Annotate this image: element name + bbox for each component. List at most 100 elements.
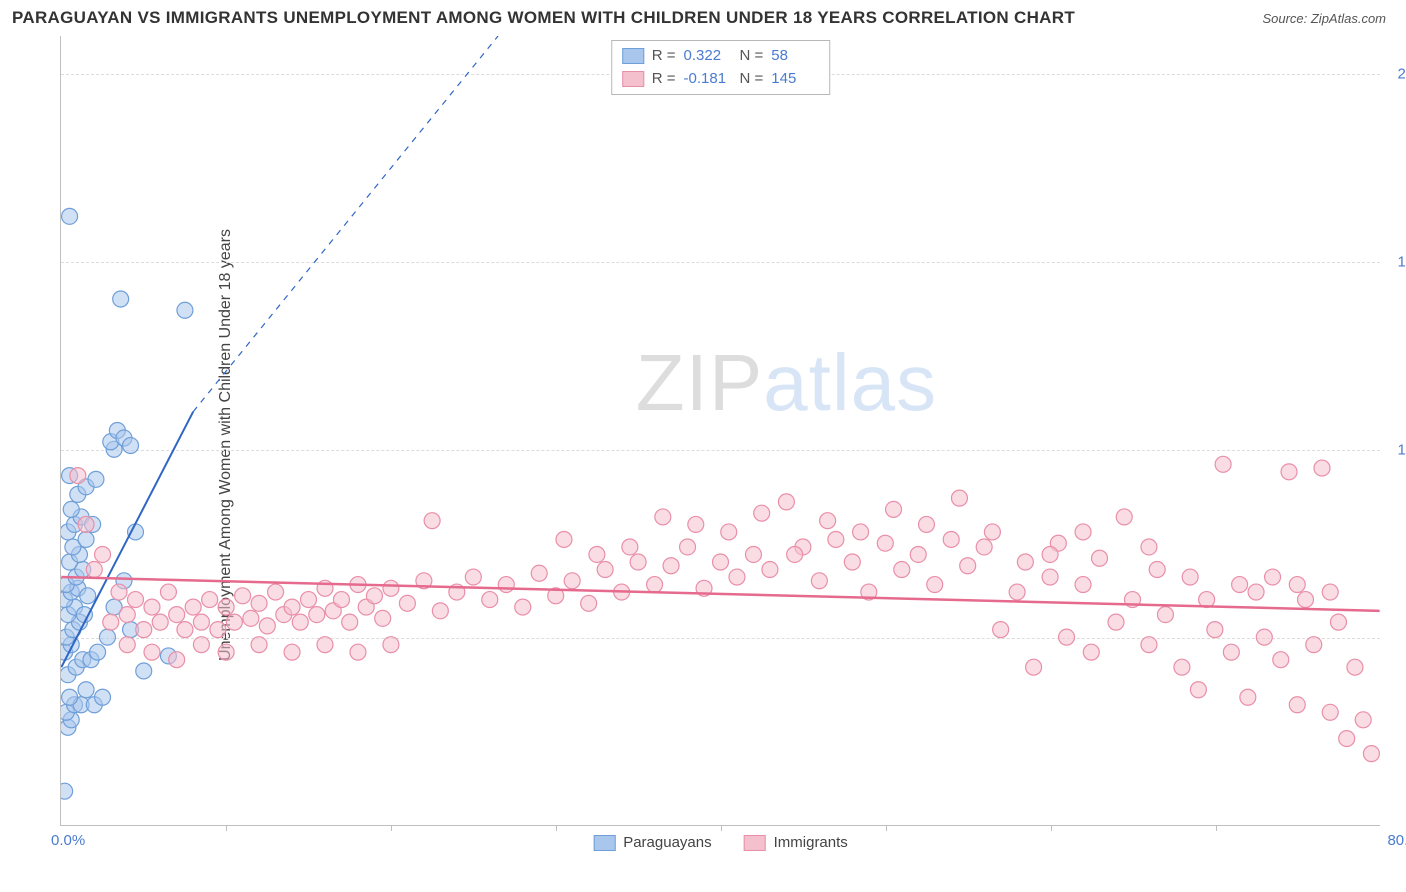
scatter-point — [366, 588, 382, 604]
y-tick-label: 5.0% — [1385, 629, 1406, 646]
scatter-point — [1026, 659, 1042, 675]
scatter-point — [317, 637, 333, 653]
scatter-point — [820, 513, 836, 529]
scatter-point — [62, 689, 78, 705]
scatter-point — [152, 614, 168, 630]
swatch-paraguayans — [622, 48, 644, 64]
scatter-point — [78, 516, 94, 532]
scatter-point — [218, 599, 234, 615]
scatter-point — [1042, 546, 1058, 562]
scatter-point — [1092, 550, 1108, 566]
plot-wrap: Unemployment Among Women with Children U… — [50, 36, 1390, 854]
title-bar: PARAGUAYAN VS IMMIGRANTS UNEMPLOYMENT AM… — [0, 0, 1406, 32]
scatter-point — [1273, 652, 1289, 668]
stat-r-1: -0.181 — [684, 68, 732, 91]
scatter-point — [1314, 460, 1330, 476]
scatter-point — [663, 558, 679, 574]
scatter-point — [1075, 577, 1091, 593]
scatter-point — [1265, 569, 1281, 585]
scatter-point — [910, 546, 926, 562]
source-label: Source: ZipAtlas.com — [1262, 11, 1386, 26]
scatter-point — [1322, 584, 1338, 600]
scatter-point — [128, 592, 144, 608]
scatter-point — [136, 663, 152, 679]
scatter-point — [218, 644, 234, 660]
scatter-point — [1298, 592, 1314, 608]
scatter-point — [1256, 629, 1272, 645]
scatter-point — [88, 471, 104, 487]
x-tick — [886, 825, 887, 831]
scatter-point — [1232, 577, 1248, 593]
scatter-point — [383, 580, 399, 596]
x-tick — [1051, 825, 1052, 831]
swatch-immigrants — [744, 835, 766, 851]
scatter-point — [1223, 644, 1239, 660]
scatter-point — [1289, 577, 1305, 593]
scatter-point — [1190, 682, 1206, 698]
scatter-point — [103, 614, 119, 630]
scatter-point — [1339, 731, 1355, 747]
scatter-point — [1330, 614, 1346, 630]
scatter-point — [688, 516, 704, 532]
scatter-point — [630, 554, 646, 570]
scatter-point — [754, 505, 770, 521]
scatter-point — [811, 573, 827, 589]
scatter-point — [622, 539, 638, 555]
y-tick-label: 10.0% — [1385, 441, 1406, 458]
stat-label-r: R = — [652, 68, 676, 91]
scatter-point — [482, 592, 498, 608]
stat-label-n: N = — [740, 45, 764, 68]
legend-row-1: R = -0.181 N = 145 — [622, 68, 820, 91]
scatter-point — [62, 208, 78, 224]
scatter-point — [1281, 464, 1297, 480]
legend-item-1: Immigrants — [744, 834, 848, 851]
scatter-point — [399, 595, 415, 611]
scatter-point — [375, 610, 391, 626]
scatter-point — [581, 595, 597, 611]
swatch-paraguayans — [593, 835, 615, 851]
scatter-point — [1207, 622, 1223, 638]
legend-item-0: Paraguayans — [593, 834, 711, 851]
scatter-point — [589, 546, 605, 562]
scatter-point — [787, 546, 803, 562]
legend-label-1: Immigrants — [774, 834, 848, 851]
scatter-point — [95, 689, 111, 705]
scatter-point — [465, 569, 481, 585]
chart-title: PARAGUAYAN VS IMMIGRANTS UNEMPLOYMENT AM… — [12, 8, 1075, 28]
scatter-point — [877, 535, 893, 551]
scatter-point — [128, 524, 144, 540]
scatter-point — [680, 539, 696, 555]
scatter-point — [1363, 746, 1379, 762]
scatter-point — [828, 531, 844, 547]
scatter-point — [177, 622, 193, 638]
scatter-point — [1141, 539, 1157, 555]
scatter-point — [95, 546, 111, 562]
scatter-point — [432, 603, 448, 619]
scatter-point — [235, 588, 251, 604]
scatter-point — [960, 558, 976, 574]
scatter-point — [894, 562, 910, 578]
scatter-point — [844, 554, 860, 570]
scatter-point — [268, 584, 284, 600]
scatter-point — [1174, 659, 1190, 675]
swatch-immigrants — [622, 71, 644, 87]
scatter-point — [292, 614, 308, 630]
stat-label-r: R = — [652, 45, 676, 68]
scatter-point — [1009, 584, 1025, 600]
scatter-point — [193, 614, 209, 630]
scatter-point — [976, 539, 992, 555]
plot-area: ZIPatlas R = 0.322 N = 58 R = -0.181 N =… — [60, 36, 1380, 826]
scatter-point — [927, 577, 943, 593]
scatter-point — [284, 644, 300, 660]
x-tick — [1216, 825, 1217, 831]
scatter-point — [531, 565, 547, 581]
scatter-point — [1042, 569, 1058, 585]
scatter-point — [984, 524, 1000, 540]
scatter-point — [1116, 509, 1132, 525]
scatter-point — [119, 607, 135, 623]
scatter-point — [1240, 689, 1256, 705]
scatter-point — [745, 546, 761, 562]
x-max-label: 80.0% — [1387, 832, 1406, 849]
y-tick-label: 15.0% — [1385, 253, 1406, 270]
correlation-legend: R = 0.322 N = 58 R = -0.181 N = 145 — [611, 40, 831, 95]
